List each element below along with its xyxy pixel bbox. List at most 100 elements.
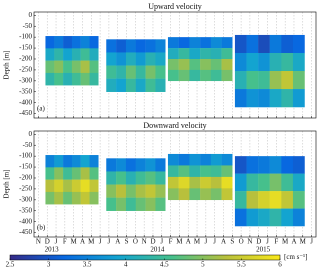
heat-cell	[145, 184, 156, 198]
heat-cell	[116, 171, 127, 185]
panel-label: (b)	[37, 224, 46, 232]
year-label: 2013	[45, 246, 60, 254]
y-tick-label: -350	[19, 87, 32, 95]
heat-cell	[269, 156, 282, 174]
heat-cell	[210, 153, 222, 166]
x-tick-label: S	[230, 238, 234, 246]
heat-cell	[281, 173, 294, 192]
heat-cell	[210, 58, 222, 71]
heat-cell	[135, 184, 146, 198]
heat-cell	[221, 153, 233, 166]
heat-cell	[116, 65, 127, 79]
heat-cell	[63, 167, 73, 180]
heat-cell	[200, 48, 212, 60]
x-tick-label: J	[99, 238, 102, 246]
x-tick-label: D	[45, 238, 50, 246]
heat-cell	[167, 176, 179, 189]
heat-cell	[292, 52, 305, 72]
heat-cell	[210, 188, 222, 201]
heat-cell	[167, 69, 179, 82]
heat-cell	[246, 156, 259, 174]
y-tick-label: -100	[19, 152, 32, 160]
heat-cell	[281, 34, 294, 54]
colorbar-tick-label: 5.5	[237, 261, 246, 269]
heat-cell	[210, 176, 222, 189]
heat-cell	[80, 72, 90, 86]
heat-cell	[80, 48, 90, 61]
heat-cell	[234, 34, 247, 54]
x-tick-label: M	[282, 238, 289, 246]
heat-cell	[125, 39, 136, 53]
heat-cell	[89, 48, 99, 61]
heat-cell	[189, 176, 201, 189]
x-tick-label: F	[274, 238, 278, 246]
heat-cell	[269, 208, 282, 227]
heat-cell	[89, 167, 99, 180]
heat-cell	[71, 167, 81, 180]
heat-cell	[200, 176, 212, 189]
heat-cell	[71, 179, 81, 193]
y-tick-label: -400	[19, 217, 32, 225]
heat-cell	[281, 52, 294, 72]
heat-cell	[210, 69, 222, 82]
heat-cell	[45, 167, 55, 180]
x-tick-label: A	[186, 238, 191, 246]
heat-cell	[63, 179, 73, 193]
heat-cell	[89, 191, 99, 205]
heat-cell	[71, 36, 81, 49]
heat-cell	[167, 188, 179, 201]
heat-cell	[246, 89, 259, 108]
y-tick-label: -150	[19, 44, 32, 52]
heat-cell	[125, 52, 136, 66]
heat-cell	[106, 78, 117, 92]
heat-cell	[106, 171, 117, 185]
heat-cell	[145, 78, 156, 92]
heat-cell	[106, 184, 117, 198]
panel-title: Upward velocity	[148, 2, 202, 11]
heat-cell	[246, 191, 259, 209]
heat-cell	[258, 34, 270, 54]
colorbar-tick-label: 6	[278, 261, 282, 269]
heat-cell	[258, 71, 270, 90]
heat-cell	[125, 78, 136, 92]
heat-cell	[135, 78, 146, 92]
heat-cell	[292, 191, 305, 209]
heat-cell	[210, 48, 222, 60]
heat-cell	[221, 48, 233, 60]
colorbar-tick-label: 3.5	[83, 261, 92, 269]
colorbar-label: [cm s⁻¹]	[284, 253, 307, 261]
heat-cell	[246, 208, 259, 227]
heat-cell	[125, 197, 136, 211]
y-tick-label: -350	[19, 206, 32, 214]
heat-cell	[45, 48, 55, 61]
heat-cell	[106, 65, 117, 79]
heat-cell	[135, 158, 146, 172]
heat-cell	[292, 208, 305, 227]
heat-cell	[246, 173, 259, 192]
x-tick-label: J	[55, 238, 58, 246]
heat-cell	[246, 71, 259, 90]
heat-cell	[125, 171, 136, 185]
y-tick-label: -450	[19, 228, 32, 236]
heat-cell	[125, 158, 136, 172]
x-tick-label: N	[142, 238, 147, 246]
heat-cell	[167, 37, 179, 49]
heat-cell	[258, 52, 270, 72]
heat-cell	[178, 37, 190, 49]
heat-cell	[221, 58, 233, 71]
heat-cell	[189, 188, 201, 201]
heat-cell	[145, 52, 156, 66]
x-tick-label: M	[194, 238, 201, 246]
heat-cell	[155, 171, 166, 185]
heat-cell	[178, 188, 190, 201]
heat-cell	[63, 36, 73, 49]
x-tick-label: A	[291, 238, 296, 246]
heat-cell	[155, 78, 166, 92]
heat-cell	[178, 176, 190, 189]
heat-cell	[189, 69, 201, 82]
heat-cell	[63, 48, 73, 61]
heat-cell	[80, 191, 90, 205]
y-axis-label: Depth [m]	[3, 51, 11, 80]
heat-cell	[292, 156, 305, 174]
x-tick-label: J	[213, 238, 216, 246]
